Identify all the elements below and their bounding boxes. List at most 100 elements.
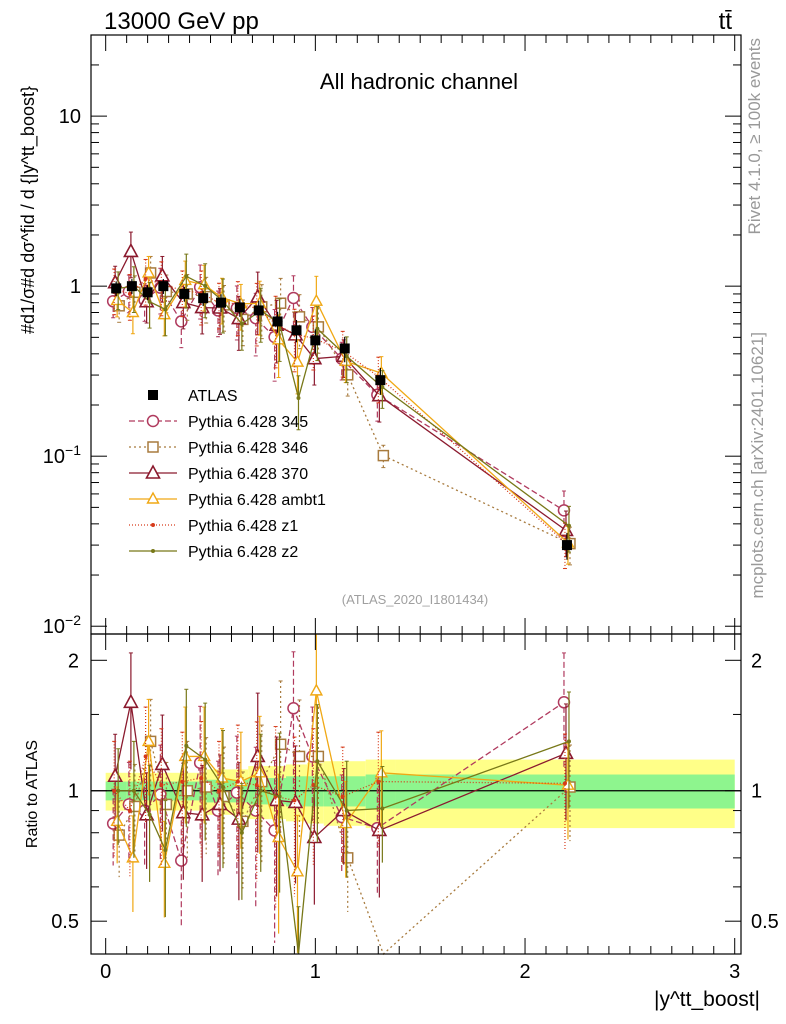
- series-point: [154, 267, 171, 282]
- ratio-point: [126, 850, 140, 863]
- ratio-point: [566, 739, 571, 744]
- main-ytick-label: 10−1: [43, 442, 81, 468]
- ratio-ytick-label-right: 1: [751, 781, 762, 803]
- x-tick-label: 2: [519, 961, 530, 983]
- series-point: [123, 242, 139, 258]
- series-point: [203, 283, 208, 288]
- ratio-point: [344, 808, 349, 813]
- ratio-point: [175, 854, 188, 867]
- ratio-band-inner: [306, 776, 324, 807]
- series-point: [377, 449, 390, 462]
- ratio-point: [254, 783, 259, 788]
- ratio-point: [147, 812, 152, 817]
- channel-title: All hadronic channel: [320, 69, 518, 94]
- series-point: [566, 523, 571, 528]
- legend-marker: [147, 441, 159, 453]
- series-point: [296, 395, 301, 400]
- ratio-point: [277, 794, 282, 799]
- atlas-point: [216, 297, 226, 308]
- ratio-point: [290, 864, 305, 877]
- x-axis-label: |y^tt_boost|: [654, 988, 760, 1011]
- legend-label: Pythia 6.428 345: [188, 414, 308, 431]
- ratio-point: [123, 693, 139, 709]
- series-point: [293, 311, 306, 323]
- ratio-point: [163, 847, 168, 852]
- series-point: [239, 321, 244, 326]
- ratio-series-pythia-6.428-ambt1: [110, 633, 575, 953]
- atlas-point: [179, 288, 190, 299]
- ratio-point: [292, 798, 297, 803]
- series-point: [147, 299, 152, 304]
- series-point: [287, 291, 300, 305]
- ratio-point: [376, 779, 381, 784]
- main-ytick-label: 10: [59, 106, 81, 128]
- ratio-point: [181, 784, 194, 797]
- atlas-point: [111, 283, 122, 294]
- legend-marker-atlas: [148, 390, 158, 400]
- series-point: [309, 293, 324, 306]
- series-point: [184, 274, 189, 279]
- ratio-point: [258, 788, 263, 793]
- series-point: [341, 369, 354, 381]
- main-ytick-label: 10−2: [43, 612, 81, 638]
- x-tick-label: 3: [729, 961, 740, 983]
- ratio-series-pythia-6.428-z1: [112, 706, 567, 909]
- series-line: [118, 275, 570, 527]
- ratio-point: [558, 744, 574, 760]
- series-point: [339, 353, 353, 367]
- atlas-point: [253, 305, 264, 316]
- atlas-data-layer: [111, 279, 572, 560]
- ratio-ytick-label: 0.5: [51, 911, 79, 933]
- main-ytick-label: 1: [70, 276, 81, 298]
- ratio-point: [341, 852, 354, 864]
- ratio-ytick-label: 2: [68, 650, 79, 672]
- ratio-point: [112, 788, 117, 793]
- ratio-point: [178, 748, 192, 762]
- x-tick-label: 0: [100, 961, 111, 983]
- series-point: [315, 326, 320, 331]
- series-point: [143, 276, 148, 281]
- main-ylabel-text: #d1/σ#d dσ^fid / d {|y^tt_boost}: [18, 86, 39, 334]
- ratio-ytick-label-right: 2: [751, 650, 762, 672]
- legend-marker: [151, 523, 155, 527]
- main-series-layer: [106, 231, 576, 570]
- atlas-point: [339, 343, 350, 354]
- ratio-point: [159, 783, 164, 788]
- ratio-plot: 0.5 0.5 1 1 2 2 Ratio to ATLAS: [24, 633, 779, 956]
- ratio-point: [143, 754, 148, 759]
- ratio-ytick-label-right: 0.5: [751, 911, 779, 933]
- x-axis: |y^tt_boost| 0 1 2 3: [100, 961, 760, 1011]
- series-line: [116, 271, 569, 544]
- ratio-series-pythia-6.428-370: [107, 652, 574, 905]
- ratio-series-line: [113, 754, 565, 812]
- site-label: mcplots.cern.ch [arXiv:2401.10621]: [748, 332, 767, 598]
- atlas-point: [126, 281, 137, 292]
- ratio-point: [239, 830, 244, 835]
- ratio-point: [199, 776, 204, 781]
- ratio-point: [157, 855, 172, 869]
- series-point: [175, 315, 188, 328]
- ratio-point: [271, 830, 286, 843]
- ratio-point: [217, 788, 221, 793]
- series-point: [127, 291, 132, 296]
- analysis-id: (ATLAS_2020_I1801434): [342, 592, 488, 607]
- ratio-point: [116, 788, 121, 793]
- ratio-series-pythia-6.428-345: [106, 651, 571, 943]
- legend-marker: [146, 414, 160, 428]
- ratio-ylabel: Ratio to ATLAS: [24, 740, 41, 848]
- series-point: [312, 321, 325, 333]
- rivet-label: Rivet 4.1.0, ≥ 100k events: [745, 38, 764, 234]
- ratio-band-inner: [365, 774, 396, 809]
- atlas-point: [375, 375, 386, 386]
- energy-label: 13000 GeV pp: [104, 8, 259, 35]
- ratio-point: [127, 808, 132, 813]
- series-point: [344, 354, 349, 359]
- ratio-point: [235, 779, 240, 784]
- legend-label: Pythia 6.428 ambt1: [188, 492, 326, 509]
- ratio-point: [340, 794, 345, 799]
- series-pythia-6.428-z2: [116, 253, 571, 553]
- ratio-point: [309, 683, 324, 696]
- ratio-point: [253, 765, 267, 778]
- ratio-point: [562, 781, 567, 786]
